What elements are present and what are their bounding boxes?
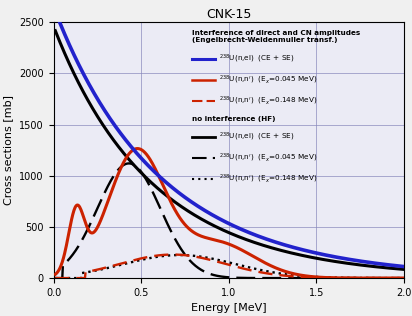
Point [131, 276, 136, 280]
Point [120, 276, 125, 280]
Text: $^{238}$U(n,el)  (CE + SE): $^{238}$U(n,el) (CE + SE) [219, 53, 294, 65]
Text: $^{238}$U(n,el)  (CE + SE): $^{238}$U(n,el) (CE + SE) [219, 131, 294, 143]
Title: CNK-15: CNK-15 [206, 8, 251, 21]
Text: no interference (HF): no interference (HF) [192, 116, 275, 122]
Point [120, 276, 125, 280]
Point [131, 276, 136, 280]
Text: $^{238}$U(n,n$'$)  (E$_{x}$=0.148 MeV): $^{238}$U(n,n$'$) (E$_{x}$=0.148 MeV) [219, 173, 317, 185]
Point [131, 276, 136, 280]
Point [120, 276, 125, 280]
Y-axis label: Cross sections [mb]: Cross sections [mb] [4, 95, 14, 205]
Text: $^{238}$U(n,n$'$)  (E$_{x}$=0.148 MeV): $^{238}$U(n,n$'$) (E$_{x}$=0.148 MeV) [219, 95, 317, 107]
Point [131, 276, 136, 280]
Point [120, 276, 125, 280]
Text: $^{238}$U(n,n$'$)  (E$_{x}$=0.045 MeV): $^{238}$U(n,n$'$) (E$_{x}$=0.045 MeV) [219, 74, 317, 86]
Point [120, 276, 125, 280]
Point [131, 276, 136, 280]
Text: Interference of direct and CN amplitudes
(Engelbrecht-Weidenmuller transf.): Interference of direct and CN amplitudes… [192, 30, 360, 43]
X-axis label: Energy [MeV]: Energy [MeV] [191, 303, 267, 313]
Text: $^{238}$U(n,n$'$)  (E$_{x}$=0.045 MeV): $^{238}$U(n,n$'$) (E$_{x}$=0.045 MeV) [219, 152, 317, 164]
Point [131, 276, 136, 280]
Point [120, 276, 125, 280]
